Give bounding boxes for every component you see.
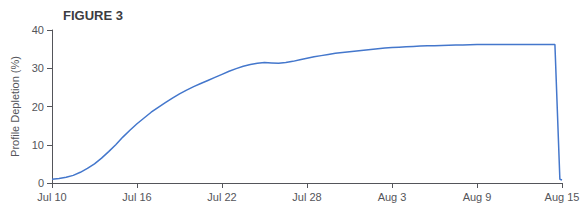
- svg-text:Aug 15: Aug 15: [545, 191, 580, 203]
- svg-text:10: 10: [32, 139, 44, 151]
- svg-text:30: 30: [32, 62, 44, 74]
- svg-text:Aug 3: Aug 3: [378, 191, 407, 203]
- svg-text:Jul 10: Jul 10: [37, 191, 66, 203]
- svg-text:Jul 28: Jul 28: [292, 191, 321, 203]
- svg-text:FIGURE 3: FIGURE 3: [63, 8, 123, 23]
- svg-text:20: 20: [32, 101, 44, 113]
- svg-text:Profile Depletion (%): Profile Depletion (%): [9, 56, 21, 157]
- svg-text:Jul 16: Jul 16: [122, 191, 151, 203]
- svg-text:40: 40: [32, 24, 44, 36]
- svg-text:Jul 22: Jul 22: [207, 191, 236, 203]
- svg-text:Aug 9: Aug 9: [463, 191, 492, 203]
- svg-text:0: 0: [38, 177, 44, 189]
